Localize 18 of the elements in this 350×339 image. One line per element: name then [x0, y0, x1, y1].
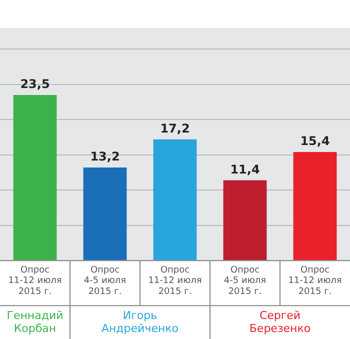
x-tick-label: Опрос 11-12 июля 2015 г. — [148, 265, 202, 297]
data-label: 23,5 — [20, 77, 50, 92]
bar — [223, 180, 267, 260]
data-label: 15,4 — [300, 134, 330, 148]
data-label: 11,4 — [230, 162, 260, 176]
data-label: 13,2 — [90, 150, 120, 164]
bar — [83, 168, 127, 260]
x-tick-label: Опрос 11-12 июля 2015 г. — [8, 265, 62, 297]
text: Сергей Березенко — [249, 308, 311, 335]
x-tick-label: Опрос 11-12 июля 2015 г. — [288, 265, 342, 297]
bar — [13, 94, 57, 260]
x-tick-label: Опрос 4-5 июля 2015 г. — [84, 265, 126, 297]
bar — [293, 152, 337, 260]
data-label: 17,2 — [160, 121, 190, 136]
bar — [153, 139, 197, 260]
text: Игорь Андрейченко — [101, 308, 179, 335]
text: Геннадий Корбан — [6, 308, 64, 335]
x-tick-label: Опрос 4-5 июля 2015 г. — [224, 265, 266, 297]
